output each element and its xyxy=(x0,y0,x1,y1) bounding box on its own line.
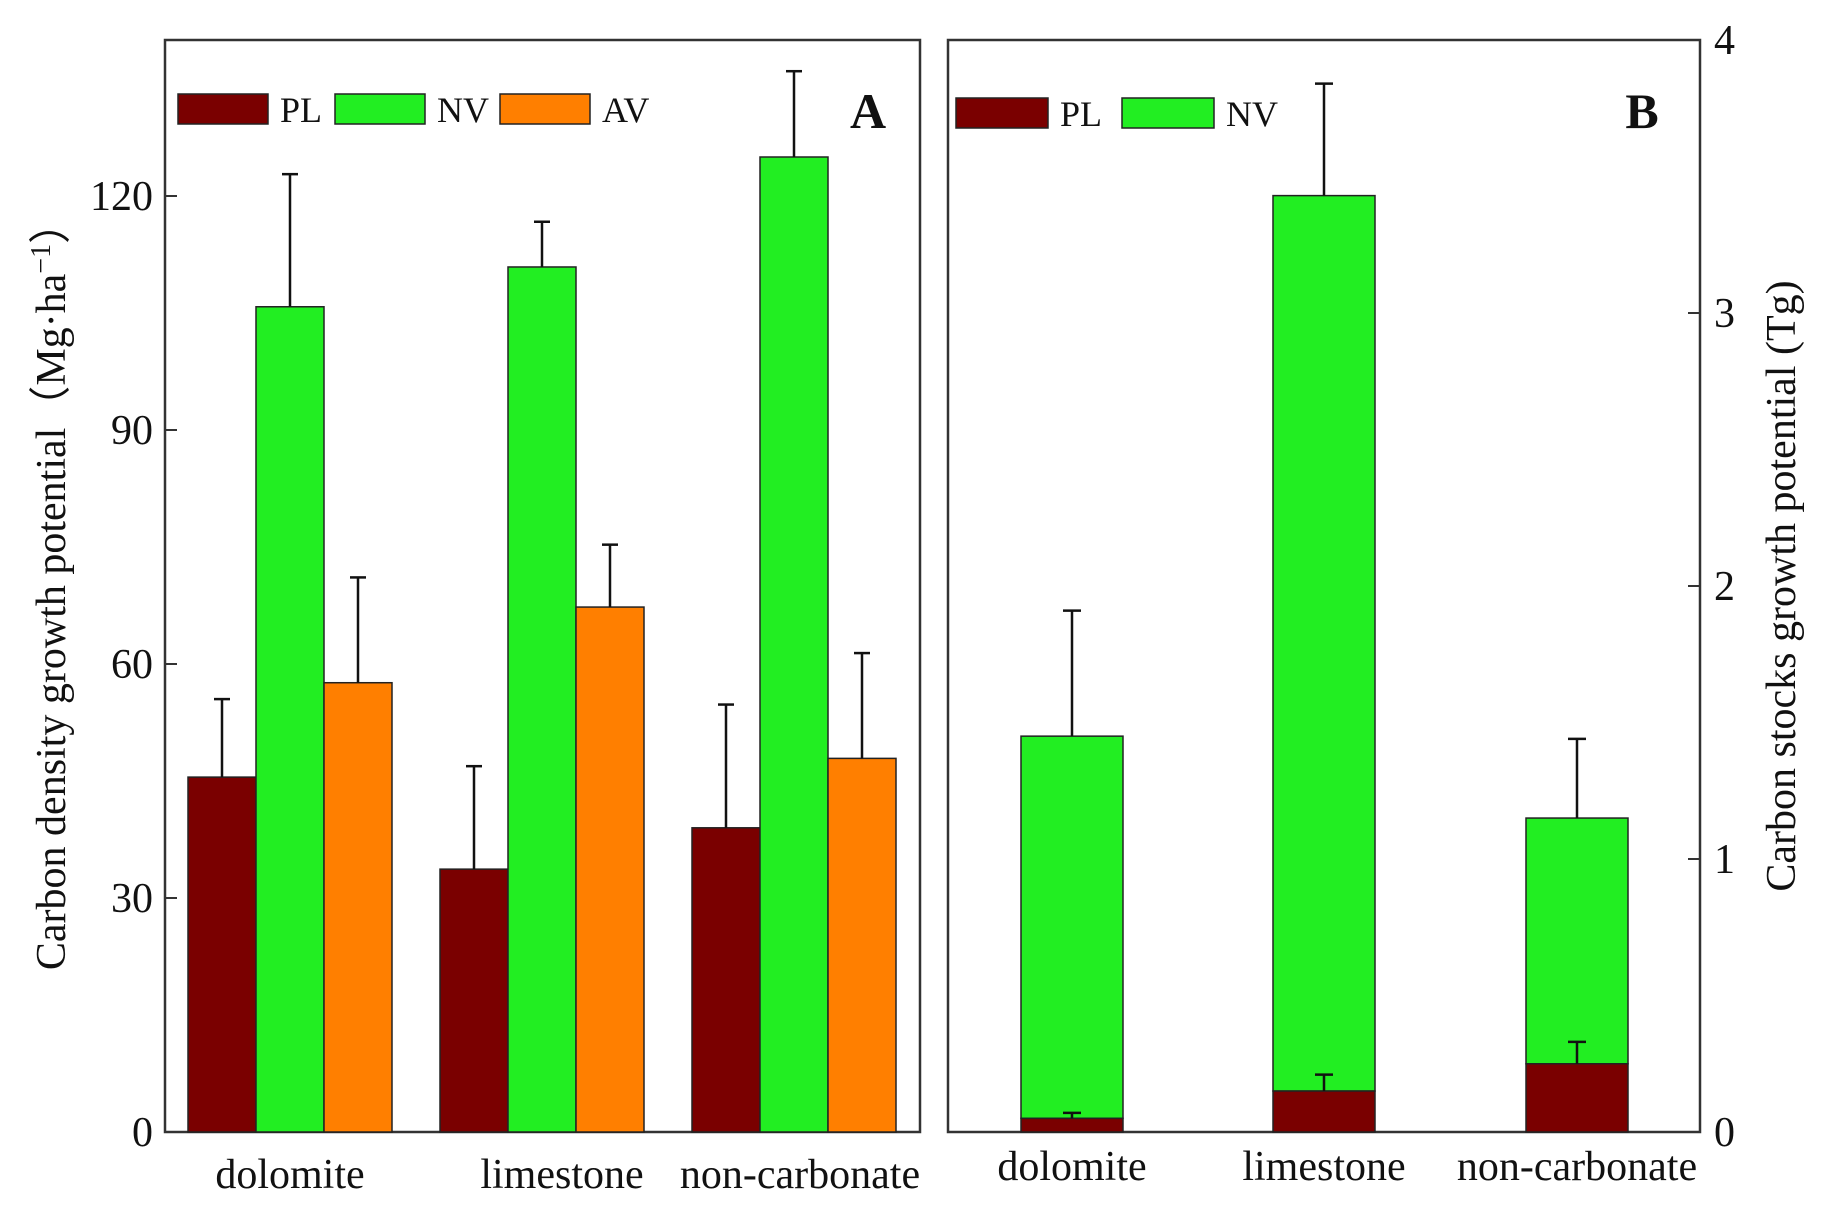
panel-b-bar-nv xyxy=(1272,194,1376,1092)
panel-a-legend-label: NV xyxy=(437,90,489,130)
panel-b-legend-swatch-nv xyxy=(1121,97,1215,129)
panel-a-legend-swatch-pl xyxy=(177,93,269,125)
panel-b-ytick-label: 0 xyxy=(1714,1110,1735,1156)
panel-b-category-label: dolomite xyxy=(997,1144,1146,1190)
panel-a-category-label: dolomite xyxy=(215,1152,364,1198)
panel-b-legend-label: PL xyxy=(1060,94,1102,134)
panel-a-ytick-label: 60 xyxy=(111,642,153,688)
panel-a-ytick-label: 30 xyxy=(111,876,153,922)
panel-b-bar-pl xyxy=(1525,1063,1629,1133)
panel-a-bar-nv xyxy=(507,266,577,1133)
panel-b-legend-label: NV xyxy=(1226,94,1278,134)
panel-a-letter: A xyxy=(850,83,886,139)
panel-a-bar-pl xyxy=(187,776,257,1133)
panel-a-legend-label: AV xyxy=(602,90,649,130)
panel-b-bar-nv xyxy=(1525,817,1629,1065)
panel-b-bar-nv xyxy=(1020,735,1124,1120)
panel-a-bar-av xyxy=(575,606,645,1133)
panel-b-ytick-label: 1 xyxy=(1714,837,1735,883)
panel-a-bar-nv xyxy=(255,306,325,1133)
panel-a-legend-swatch-av xyxy=(499,93,591,125)
panel-b-legend-swatch-pl xyxy=(955,97,1049,129)
panel-b-chart: 0 1 2 3 4 Carbon stocks growth potential (Tg)… xyxy=(946,18,1805,1190)
panel-a-bar-pl xyxy=(691,827,761,1133)
panel-a-ytick-label: 120 xyxy=(90,174,153,220)
panel-a-legend-label: PL xyxy=(280,90,322,130)
panel-a-category-label: non-carbonate xyxy=(680,1152,920,1198)
panel-a-ylabel-superscript: −1 xyxy=(26,244,57,274)
panel-a-ytick-label: 90 xyxy=(111,408,153,454)
panel-b-ytick-label: 4 xyxy=(1714,18,1735,64)
panel-a-ylabel: Carbon density growth potential（Mg·ha−1） xyxy=(26,202,76,970)
panel-b-bar-pl xyxy=(1272,1090,1376,1133)
panel-a-ytick-label: 0 xyxy=(132,1110,153,1156)
panel-a-chart: 0 30 60 90 120 Carbon density growth potentia… xyxy=(26,38,922,1198)
panel-b-ylabel: Carbon stocks growth potential (Tg) xyxy=(1759,280,1805,891)
panel-b-letter: B xyxy=(1625,83,1658,139)
panel-a-bar-av xyxy=(827,757,897,1133)
panel-b-category-label: non-carbonate xyxy=(1457,1144,1697,1190)
panel-b-ytick-label: 2 xyxy=(1714,564,1735,610)
panel-a-ylabel-close: ） xyxy=(29,202,75,244)
panel-b-bar-pl xyxy=(1020,1117,1124,1133)
panel-b-ytick-label: 3 xyxy=(1714,291,1735,337)
panel-a-bar-pl xyxy=(439,868,509,1133)
panel-a-category-label: limestone xyxy=(480,1152,643,1198)
panel-a-legend-swatch-nv xyxy=(334,93,426,125)
panel-a-ylabel-text: Carbon density growth potential（Mg·ha xyxy=(29,273,75,970)
panel-a-bar-nv xyxy=(759,156,829,1133)
panel-a-bar-av xyxy=(323,681,393,1133)
panel-b-category-label: limestone xyxy=(1242,1144,1405,1190)
